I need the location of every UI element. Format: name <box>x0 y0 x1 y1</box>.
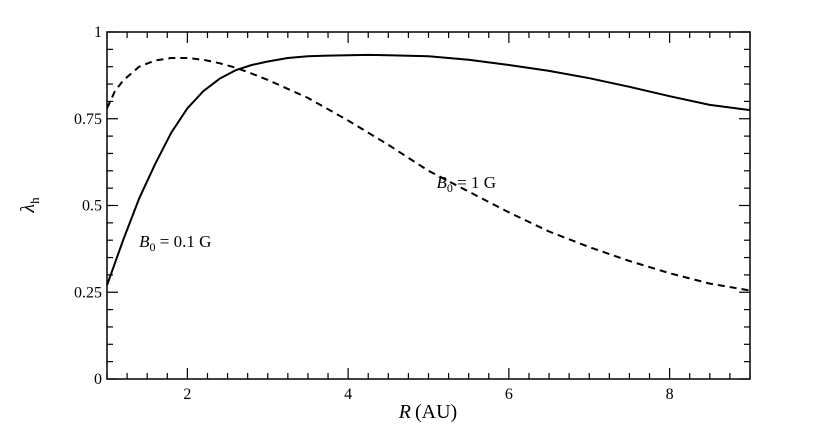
x-tick-label: 6 <box>505 386 513 403</box>
series-annotation: B0 = 0.1 G <box>139 232 211 254</box>
y-tick-label: 0.75 <box>74 111 102 128</box>
annotation-layer: B0 = 0.1 G B0 = 1 G <box>139 173 496 254</box>
y-axis-label: λh <box>17 197 42 214</box>
y-tick-label: 0.5 <box>82 198 102 215</box>
x-axis-label: R (AU) <box>398 401 457 423</box>
series-line-solid <box>106 53 751 286</box>
x-tick-label: 2 <box>183 386 191 403</box>
x-tick-label: 4 <box>344 386 352 403</box>
axis-ticks <box>106 31 751 380</box>
tick-labels: 2 4 6 8 0 0.25 0.5 0.75 1 <box>74 24 674 403</box>
series-annotation: B0 = 1 G <box>437 173 497 195</box>
series-line-dashed <box>106 57 751 292</box>
plot-area-frame <box>106 31 751 380</box>
series-layer <box>106 53 751 292</box>
y-tick-label: 1 <box>94 24 102 41</box>
y-tick-label: 0 <box>94 371 102 388</box>
y-tick-label: 0.25 <box>74 284 102 301</box>
x-tick-label: 8 <box>666 386 674 403</box>
